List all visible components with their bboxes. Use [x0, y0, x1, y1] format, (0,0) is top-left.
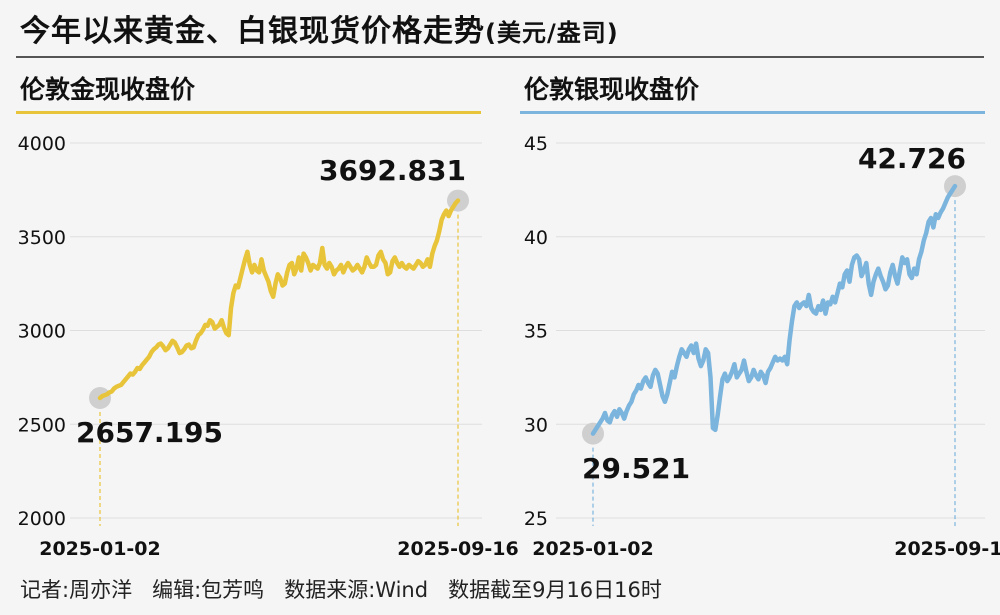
gold-y-tick-label: 3000 — [18, 321, 66, 343]
gold-y-tick-label: 4000 — [18, 133, 66, 155]
footer-credits: 记者:周亦洋 编辑:包芳鸣 数据来源:Wind 数据截至9月16日16时 — [20, 578, 662, 602]
silver-series-line — [590, 183, 958, 436]
gold-panel-rule — [16, 111, 481, 114]
gold-panel-title: 伦敦金现收盘价 — [20, 75, 196, 104]
silver-end-value-label: 42.726 — [858, 142, 966, 175]
gold-x-tick-label: 2025-01-02 — [39, 538, 161, 560]
silver-y-tick-label: 30 — [524, 414, 548, 436]
silver-y-tick-label: 25 — [524, 508, 548, 530]
silver-y-tick-label: 35 — [524, 321, 548, 343]
gold-series-line — [97, 198, 461, 401]
gold-start-value-label: 2657.195 — [76, 416, 223, 449]
gold-end-value-label: 3692.831 — [319, 154, 466, 187]
silver-panel-title: 伦敦银现收盘价 — [524, 75, 700, 104]
gold-y-tick-label: 3500 — [18, 227, 66, 249]
silver-panel-rule — [520, 111, 985, 114]
silver-start-value-label: 29.521 — [582, 452, 690, 485]
silver-y-tick-label: 40 — [524, 227, 548, 249]
gold-y-tick-label: 2000 — [18, 508, 66, 530]
chart-title-text: 今年以来黄金、白银现货价格走势 — [20, 14, 485, 49]
gold-y-tick-label: 2500 — [18, 414, 66, 436]
chart-title: 今年以来黄金、白银现货价格走势(美元/盎司) — [20, 6, 619, 50]
gold-chart: 2000 2500 3000 3500 4000 2657.195 3692.831 2025… — [18, 133, 519, 560]
title-divider — [16, 56, 984, 58]
silver-x-tick-label: 2025-01-02 — [532, 538, 654, 560]
silver-chart: 25 30 35 40 45 29.521 42.726 2025-01-02 2025-09-… — [524, 133, 1000, 560]
silver-x-tick-label: 2025-09-16 — [894, 538, 1000, 560]
silver-y-tick-label: 45 — [524, 133, 548, 155]
chart-title-unit: (美元/盎司) — [485, 19, 619, 47]
gold-x-tick-label: 2025-09-16 — [397, 538, 519, 560]
